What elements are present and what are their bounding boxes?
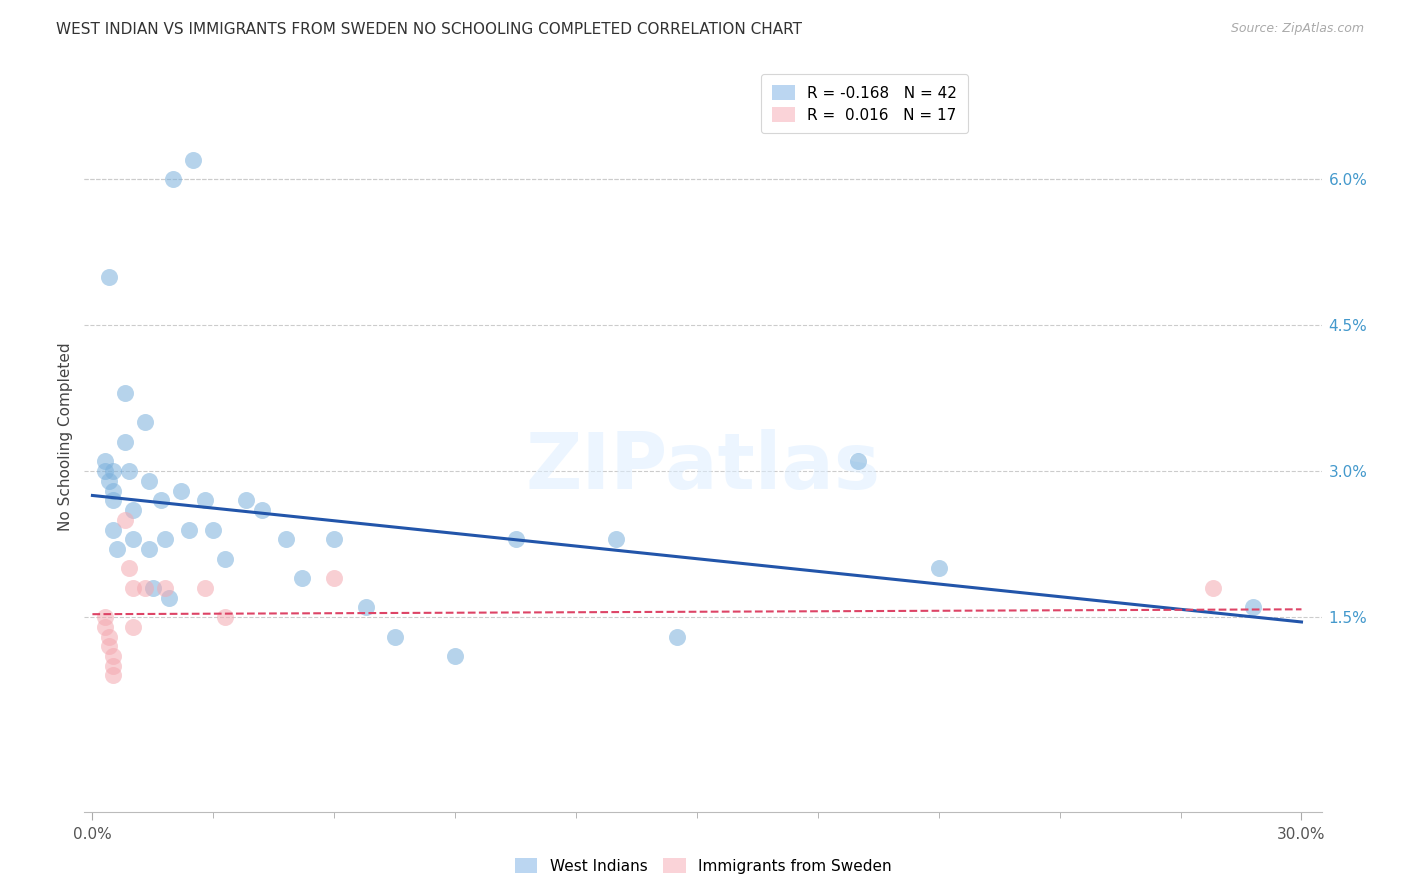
- Point: [323, 571, 346, 585]
- Point: [235, 493, 257, 508]
- Point: [142, 581, 165, 595]
- Legend: R = -0.168   N = 42, R =  0.016   N = 17: R = -0.168 N = 42, R = 0.016 N = 17: [761, 74, 967, 133]
- Point: [505, 533, 527, 547]
- Point: [101, 648, 124, 663]
- Point: [97, 269, 120, 284]
- Point: [114, 513, 136, 527]
- Point: [101, 483, 124, 498]
- Point: [138, 474, 160, 488]
- Point: [121, 503, 143, 517]
- Point: [134, 581, 156, 595]
- Point: [97, 474, 120, 488]
- Point: [101, 523, 124, 537]
- Point: [97, 640, 120, 654]
- Point: [384, 630, 406, 644]
- Point: [121, 533, 143, 547]
- Point: [1202, 581, 1225, 595]
- Legend: West Indians, Immigrants from Sweden: West Indians, Immigrants from Sweden: [509, 852, 897, 880]
- Point: [153, 533, 176, 547]
- Point: [93, 464, 115, 478]
- Point: [444, 648, 467, 663]
- Point: [356, 600, 378, 615]
- Point: [121, 620, 143, 634]
- Point: [101, 493, 124, 508]
- Point: [101, 464, 124, 478]
- Point: [665, 630, 688, 644]
- Point: [105, 541, 128, 556]
- Point: [157, 591, 180, 605]
- Point: [114, 434, 136, 449]
- Point: [291, 571, 314, 585]
- Point: [214, 610, 236, 624]
- Point: [101, 668, 124, 682]
- Point: [138, 541, 160, 556]
- Text: Source: ZipAtlas.com: Source: ZipAtlas.com: [1230, 22, 1364, 36]
- Point: [97, 630, 120, 644]
- Point: [93, 454, 115, 468]
- Point: [181, 153, 204, 167]
- Point: [1241, 600, 1264, 615]
- Point: [274, 533, 297, 547]
- Point: [250, 503, 273, 517]
- Y-axis label: No Schooling Completed: No Schooling Completed: [58, 343, 73, 532]
- Text: ZIPatlas: ZIPatlas: [526, 429, 880, 505]
- Point: [101, 658, 124, 673]
- Point: [149, 493, 172, 508]
- Point: [605, 533, 627, 547]
- Point: [214, 551, 236, 566]
- Point: [179, 523, 201, 537]
- Point: [134, 416, 156, 430]
- Text: WEST INDIAN VS IMMIGRANTS FROM SWEDEN NO SCHOOLING COMPLETED CORRELATION CHART: WEST INDIAN VS IMMIGRANTS FROM SWEDEN NO…: [56, 22, 803, 37]
- Point: [202, 523, 225, 537]
- Point: [93, 620, 115, 634]
- Point: [323, 533, 346, 547]
- Point: [153, 581, 176, 595]
- Point: [194, 581, 217, 595]
- Point: [118, 464, 141, 478]
- Point: [114, 386, 136, 401]
- Point: [194, 493, 217, 508]
- Point: [846, 454, 869, 468]
- Point: [121, 581, 143, 595]
- Point: [170, 483, 193, 498]
- Point: [118, 561, 141, 575]
- Point: [162, 172, 184, 186]
- Point: [928, 561, 950, 575]
- Point: [93, 610, 115, 624]
